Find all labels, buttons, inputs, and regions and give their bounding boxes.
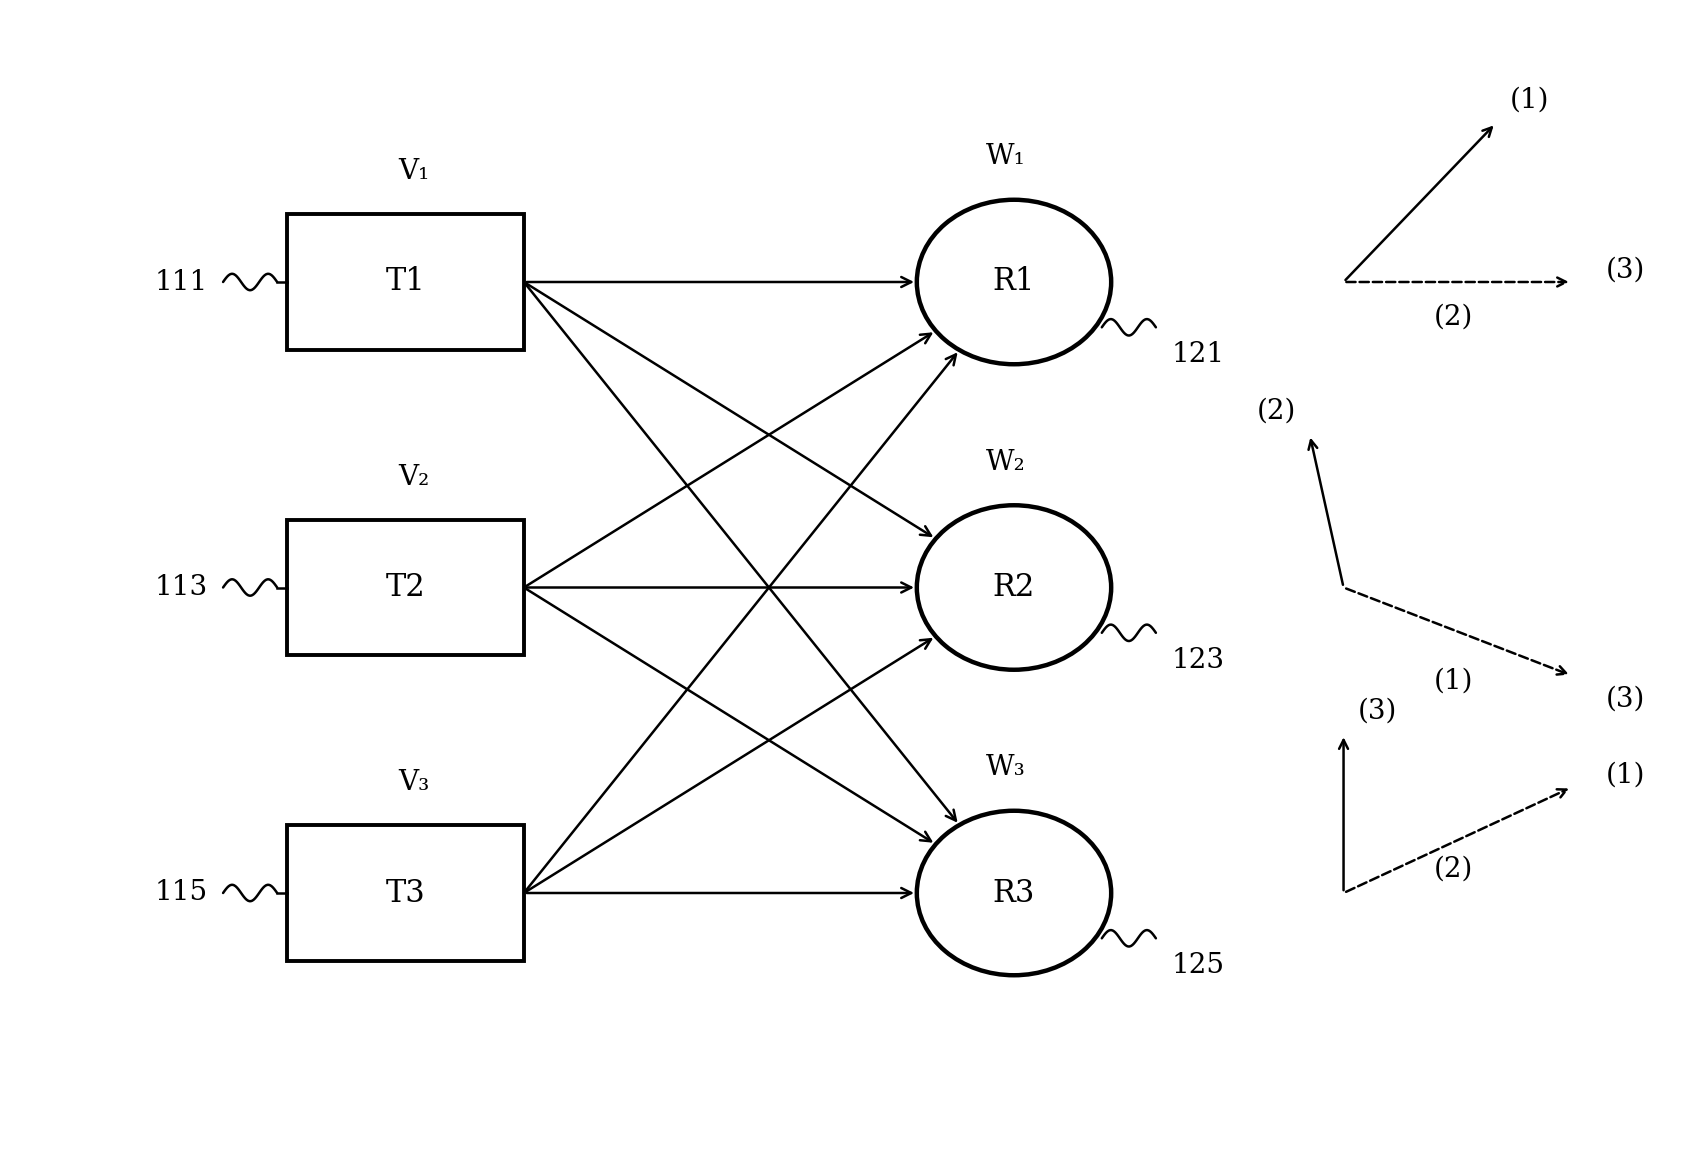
Text: V₃: V₃ xyxy=(399,770,429,797)
Text: R1: R1 xyxy=(991,267,1035,297)
Text: 123: 123 xyxy=(1170,647,1223,674)
Text: (1): (1) xyxy=(1605,763,1643,788)
Text: R3: R3 xyxy=(991,878,1035,908)
Ellipse shape xyxy=(915,505,1111,670)
Text: (1): (1) xyxy=(1508,87,1549,113)
Text: (1): (1) xyxy=(1432,669,1473,694)
FancyBboxPatch shape xyxy=(287,519,524,656)
Text: T3: T3 xyxy=(385,878,426,908)
Text: W₃: W₃ xyxy=(985,754,1025,781)
Text: (3): (3) xyxy=(1605,257,1643,283)
Text: (2): (2) xyxy=(1432,857,1473,882)
Text: 125: 125 xyxy=(1170,953,1223,980)
Text: (3): (3) xyxy=(1605,686,1643,712)
Text: (2): (2) xyxy=(1432,304,1473,330)
Text: T1: T1 xyxy=(385,267,426,297)
Text: 111: 111 xyxy=(154,269,208,295)
Text: 115: 115 xyxy=(155,880,208,906)
Ellipse shape xyxy=(915,200,1111,364)
FancyBboxPatch shape xyxy=(287,214,524,350)
Text: V₂: V₂ xyxy=(399,464,429,491)
Ellipse shape xyxy=(915,811,1111,975)
Text: W₂: W₂ xyxy=(985,449,1025,476)
Text: V₁: V₁ xyxy=(399,159,429,184)
Text: 121: 121 xyxy=(1170,342,1223,369)
Text: T2: T2 xyxy=(385,572,426,603)
Text: W₁: W₁ xyxy=(985,143,1025,170)
FancyBboxPatch shape xyxy=(287,825,524,961)
Text: R2: R2 xyxy=(991,572,1035,603)
Text: (2): (2) xyxy=(1255,398,1295,424)
Text: 113: 113 xyxy=(155,575,208,600)
Text: (3): (3) xyxy=(1356,698,1397,724)
